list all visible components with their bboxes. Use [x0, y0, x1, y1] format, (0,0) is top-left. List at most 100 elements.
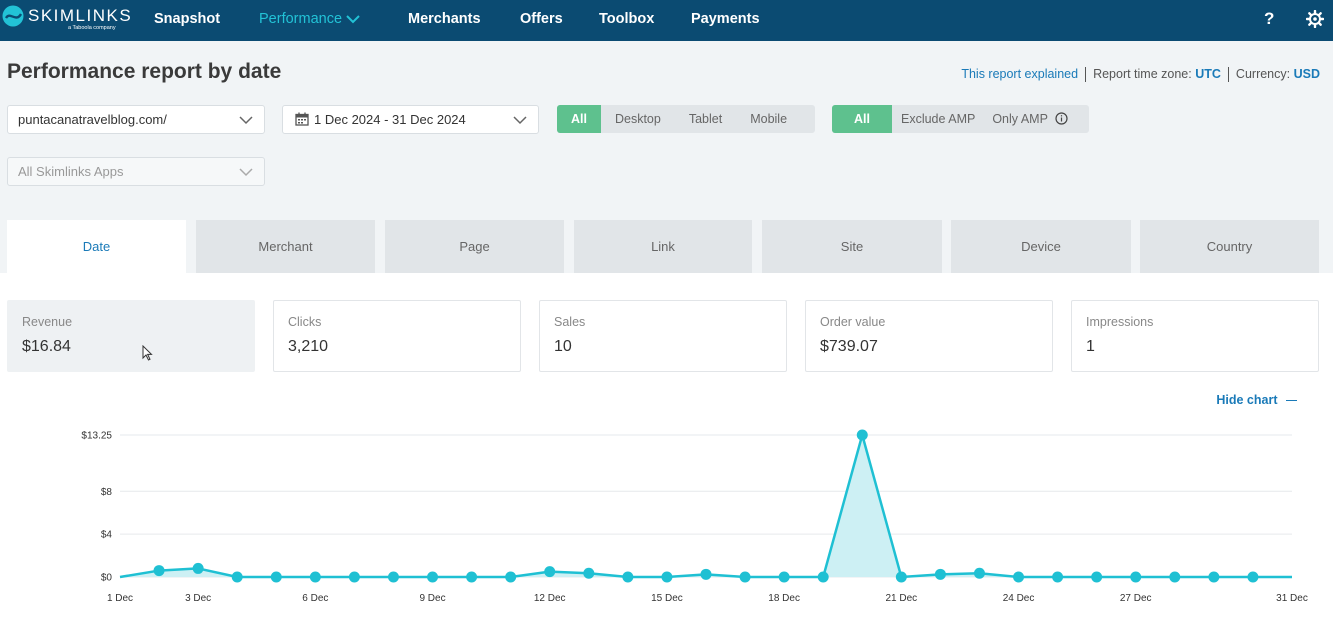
chevron-down-icon [239, 116, 253, 125]
x-tick-label: 3 Dec [185, 593, 211, 604]
metric-card-sales[interactable]: Sales 10 [539, 300, 787, 372]
tab-page[interactable]: Page [385, 220, 564, 273]
tab-link[interactable]: Link [574, 220, 752, 273]
data-point [1247, 571, 1259, 583]
question-icon[interactable]: ? [1264, 9, 1275, 28]
metric-label: Order value [820, 315, 886, 329]
data-point [1169, 571, 1181, 583]
x-tick-label: 31 Dec [1276, 593, 1308, 604]
apps-select[interactable]: All Skimlinks Apps [7, 157, 265, 186]
skimlinks-logo-icon [2, 5, 24, 27]
data-point [934, 568, 946, 580]
metric-value: 1 [1086, 338, 1095, 355]
device-option-all[interactable]: All [557, 105, 601, 133]
device-option-mobile[interactable]: Mobile [750, 112, 788, 126]
tab-site[interactable]: Site [762, 220, 942, 273]
data-point [387, 571, 399, 583]
data-point [973, 567, 985, 579]
data-point [427, 571, 439, 583]
chevron-down-icon [513, 116, 527, 125]
x-tick-label: 6 Dec [302, 593, 328, 604]
hide-chart-button[interactable]: Hide chart [1216, 393, 1297, 407]
data-point [1052, 571, 1064, 583]
minus-icon [1286, 399, 1297, 402]
nav-performance-label: Performance [259, 11, 343, 27]
chevron-down-icon [239, 168, 253, 177]
gear-icon[interactable] [1306, 10, 1324, 28]
x-tick-label: 24 Dec [1003, 593, 1035, 604]
currency-value: USD [1293, 67, 1320, 81]
tab-merchant[interactable]: Merchant [196, 220, 375, 273]
tab-device[interactable]: Device [951, 220, 1131, 273]
data-point [622, 571, 634, 583]
device-filter: All Desktop Tablet Mobile [557, 105, 815, 133]
series-line [119, 433, 1292, 579]
x-tick-label: 1 Dec [107, 593, 133, 604]
nav-merchants[interactable]: Merchants [408, 11, 481, 27]
site-select-value: puntacanatravelblog.com/ [18, 112, 167, 127]
date-range-select[interactable]: 1 Dec 2024 - 31 Dec 2024 [282, 105, 539, 134]
metric-label: Clicks [288, 315, 322, 329]
data-point [1013, 571, 1025, 583]
nav-snapshot[interactable]: Snapshot [154, 11, 221, 27]
currency-label: Currency: [1235, 67, 1291, 81]
data-point [505, 571, 517, 583]
data-point [270, 571, 282, 583]
x-tick-label: 18 Dec [768, 593, 800, 604]
y-tick-label: $8 [101, 487, 113, 498]
calendar-icon [295, 112, 309, 126]
x-tick-label: 27 Dec [1120, 593, 1152, 604]
data-point [856, 429, 868, 441]
nav-toolbox[interactable]: Toolbox [599, 11, 655, 27]
nav-performance[interactable]: Performance [259, 11, 360, 27]
x-tick-label: 21 Dec [885, 593, 917, 604]
metric-label: Impressions [1086, 315, 1154, 329]
tab-date[interactable]: Date [7, 220, 186, 273]
y-tick-label: $0 [101, 573, 113, 584]
apps-select-placeholder: All Skimlinks Apps [18, 164, 124, 179]
data-point [817, 571, 829, 583]
report-meta: This report explained Report time zone: U… [961, 67, 1320, 83]
device-option-tablet[interactable]: Tablet [688, 112, 723, 126]
amp-option-all[interactable]: All [832, 105, 892, 133]
data-point [192, 562, 204, 574]
revenue-chart: $0 $4 $8 $13.25 1 Dec 3 Dec 6 Dec 9 Dec 12 Dec 15… [81, 429, 1308, 604]
data-point [153, 565, 165, 577]
brand-name: SKIMLINKS [28, 6, 133, 25]
x-tick-label: 12 Dec [534, 593, 566, 604]
nav-payments[interactable]: Payments [691, 11, 760, 27]
page-title: Performance report by date [7, 60, 282, 83]
metric-card-impressions[interactable]: Impressions 1 [1071, 300, 1319, 372]
hide-chart-label: Hide chart [1216, 393, 1278, 407]
metric-label: Revenue [22, 315, 73, 329]
data-point [1130, 571, 1142, 583]
report-explained-link[interactable]: This report explained [961, 67, 1079, 81]
site-select[interactable]: puntacanatravelblog.com/ [7, 105, 265, 134]
tab-country[interactable]: Country [1140, 220, 1319, 273]
data-point [309, 571, 321, 583]
nav-offers[interactable]: Offers [520, 11, 563, 27]
timezone-label: Report time zone: [1093, 67, 1192, 81]
data-point [895, 571, 907, 583]
metric-value: $739.07 [820, 338, 878, 355]
timezone-value: UTC [1195, 67, 1221, 81]
data-point [231, 571, 243, 583]
x-tick-label: 9 Dec [419, 593, 445, 604]
info-icon[interactable] [1055, 112, 1068, 125]
metric-value: $16.84 [22, 338, 71, 355]
y-tick-label: $4 [101, 530, 113, 541]
series-area [120, 435, 1292, 577]
brand-subtitle: a Taboola company [68, 25, 116, 31]
mouse-cursor-icon [142, 345, 153, 361]
metric-card-clicks[interactable]: Clicks 3,210 [273, 300, 521, 372]
device-option-desktop[interactable]: Desktop [614, 112, 661, 126]
metric-label: Sales [554, 315, 586, 329]
data-point [1091, 571, 1103, 583]
skimlinks-logo[interactable]: SKIMLINKS a Taboola company [2, 5, 132, 35]
metric-card-revenue[interactable]: Revenue $16.84 [7, 300, 255, 372]
data-point [348, 571, 360, 583]
amp-option-exclude[interactable]: Exclude AMP [900, 112, 976, 126]
amp-option-only[interactable]: Only AMP [984, 105, 1076, 133]
data-point [778, 571, 790, 583]
metric-card-order-value[interactable]: Order value $739.07 [805, 300, 1053, 372]
